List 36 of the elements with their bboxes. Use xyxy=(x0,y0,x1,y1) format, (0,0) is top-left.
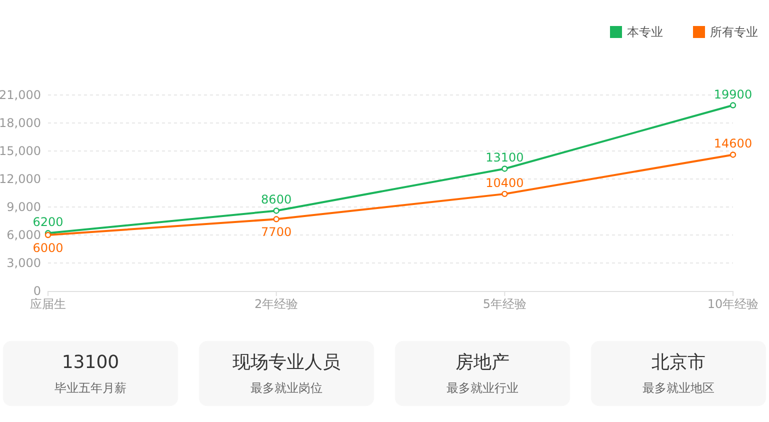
point xyxy=(730,102,736,108)
text: 最多就业岗位 xyxy=(250,380,324,396)
y-tick-label: 6,000 xyxy=(6,228,41,242)
data-label: 6000 xyxy=(32,241,64,255)
data-label: 8600 xyxy=(261,192,292,207)
legend-label: 本专业 xyxy=(627,25,663,39)
point xyxy=(273,216,280,222)
y-tick-label: 21,000 xyxy=(0,88,41,102)
data-label: 13100 xyxy=(486,150,524,165)
x-tick-label: 应届生 xyxy=(30,297,66,311)
data-label: 19900 xyxy=(714,87,752,102)
y-tick-label: 15,000 xyxy=(0,144,41,158)
text: 房地产 xyxy=(454,351,510,375)
text: 毕业五年月薪 xyxy=(54,380,128,396)
point xyxy=(502,166,508,172)
text: 北京市 xyxy=(650,351,706,375)
data-label: 14600 xyxy=(714,136,752,151)
x-tick-label: 10年经验 xyxy=(707,297,759,311)
y-tick-label: 18,000 xyxy=(0,116,41,130)
data-label: 10400 xyxy=(486,176,524,190)
data-label: 6200 xyxy=(32,215,64,230)
y-tick-label: 12,000 xyxy=(0,172,41,186)
text: 13100 xyxy=(60,351,120,375)
text: 现场专业人员 xyxy=(232,351,342,375)
x-tick-label: 5年经验 xyxy=(482,297,526,311)
text: 最多就业地区 xyxy=(642,380,716,396)
point xyxy=(273,208,280,214)
point xyxy=(730,152,736,158)
y-tick-label: 9,000 xyxy=(6,200,41,214)
data-label: 7700 xyxy=(261,225,292,240)
y-tick-label: 3,000 xyxy=(6,256,41,270)
point xyxy=(502,190,508,198)
legend-label: 所有专业 xyxy=(710,25,758,39)
text: 最多就业行业 xyxy=(446,380,520,396)
y-tick-label: 0 xyxy=(33,284,41,298)
x-tick-label: 2年经验 xyxy=(254,297,298,311)
